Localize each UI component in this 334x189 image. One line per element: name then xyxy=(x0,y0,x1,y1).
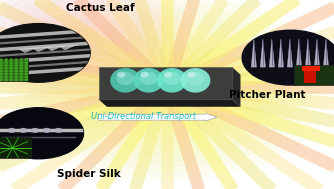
Polygon shape xyxy=(278,39,284,67)
Circle shape xyxy=(5,73,7,75)
Circle shape xyxy=(15,76,18,78)
Circle shape xyxy=(15,68,18,69)
Polygon shape xyxy=(296,39,302,67)
Circle shape xyxy=(0,70,2,72)
Circle shape xyxy=(25,70,28,72)
Text: Spider Silk: Spider Silk xyxy=(57,169,120,179)
Circle shape xyxy=(20,129,27,132)
Circle shape xyxy=(15,62,18,63)
Circle shape xyxy=(0,79,2,81)
Polygon shape xyxy=(99,67,232,99)
Polygon shape xyxy=(18,47,38,53)
Ellipse shape xyxy=(116,72,134,85)
Circle shape xyxy=(5,68,7,69)
Polygon shape xyxy=(287,39,293,67)
Circle shape xyxy=(10,73,12,75)
Polygon shape xyxy=(251,39,257,67)
Circle shape xyxy=(0,73,2,75)
Circle shape xyxy=(20,76,23,78)
Text: Uni-Directional Transport: Uni-Directional Transport xyxy=(91,112,196,121)
Polygon shape xyxy=(323,39,329,67)
Circle shape xyxy=(10,65,12,66)
Bar xyxy=(302,66,320,71)
Polygon shape xyxy=(314,39,320,67)
Circle shape xyxy=(55,129,62,132)
Circle shape xyxy=(20,65,23,66)
Ellipse shape xyxy=(187,72,196,78)
Circle shape xyxy=(25,59,28,60)
Ellipse shape xyxy=(186,72,204,85)
Circle shape xyxy=(0,24,90,82)
Circle shape xyxy=(8,129,15,132)
Circle shape xyxy=(10,59,12,60)
Polygon shape xyxy=(99,99,240,107)
Ellipse shape xyxy=(164,72,172,78)
Text: Cactus Leaf: Cactus Leaf xyxy=(66,3,135,12)
Circle shape xyxy=(25,79,28,81)
Circle shape xyxy=(5,76,7,78)
Ellipse shape xyxy=(134,68,164,93)
Circle shape xyxy=(25,73,28,75)
Polygon shape xyxy=(260,39,266,67)
Ellipse shape xyxy=(163,72,181,85)
Polygon shape xyxy=(304,68,316,83)
Circle shape xyxy=(15,70,18,72)
Polygon shape xyxy=(305,39,311,67)
Circle shape xyxy=(15,65,18,66)
Circle shape xyxy=(20,62,23,63)
Ellipse shape xyxy=(157,68,187,93)
FancyArrow shape xyxy=(99,113,217,121)
Ellipse shape xyxy=(110,68,140,93)
Circle shape xyxy=(5,79,7,81)
Circle shape xyxy=(25,65,28,66)
Bar xyxy=(294,65,334,84)
Circle shape xyxy=(0,108,84,159)
Polygon shape xyxy=(232,67,240,107)
Circle shape xyxy=(10,62,12,63)
Circle shape xyxy=(43,129,50,132)
Circle shape xyxy=(0,76,2,78)
Circle shape xyxy=(15,73,18,75)
Circle shape xyxy=(20,68,23,69)
Polygon shape xyxy=(58,44,78,50)
Text: Pitcher Plant: Pitcher Plant xyxy=(229,90,306,99)
Circle shape xyxy=(0,68,2,69)
Ellipse shape xyxy=(140,72,149,78)
Circle shape xyxy=(10,76,12,78)
Ellipse shape xyxy=(140,72,158,85)
Circle shape xyxy=(242,30,334,85)
Polygon shape xyxy=(45,45,65,51)
Circle shape xyxy=(0,59,2,60)
Polygon shape xyxy=(32,46,52,52)
Circle shape xyxy=(0,62,2,63)
Bar xyxy=(0,137,31,158)
Circle shape xyxy=(10,70,12,72)
Circle shape xyxy=(10,79,12,81)
Circle shape xyxy=(15,59,18,60)
Circle shape xyxy=(5,59,7,60)
Circle shape xyxy=(5,62,7,63)
Circle shape xyxy=(25,68,28,69)
Circle shape xyxy=(32,129,38,132)
Circle shape xyxy=(20,59,23,60)
Circle shape xyxy=(5,65,7,66)
Circle shape xyxy=(5,70,7,72)
Circle shape xyxy=(20,73,23,75)
Circle shape xyxy=(25,76,28,78)
Circle shape xyxy=(20,79,23,81)
Ellipse shape xyxy=(180,68,210,93)
Circle shape xyxy=(20,70,23,72)
Circle shape xyxy=(0,65,2,66)
Ellipse shape xyxy=(117,72,126,78)
Circle shape xyxy=(25,62,28,63)
Circle shape xyxy=(15,79,18,81)
Polygon shape xyxy=(269,39,275,67)
Bar xyxy=(0,59,28,81)
Circle shape xyxy=(10,68,12,69)
